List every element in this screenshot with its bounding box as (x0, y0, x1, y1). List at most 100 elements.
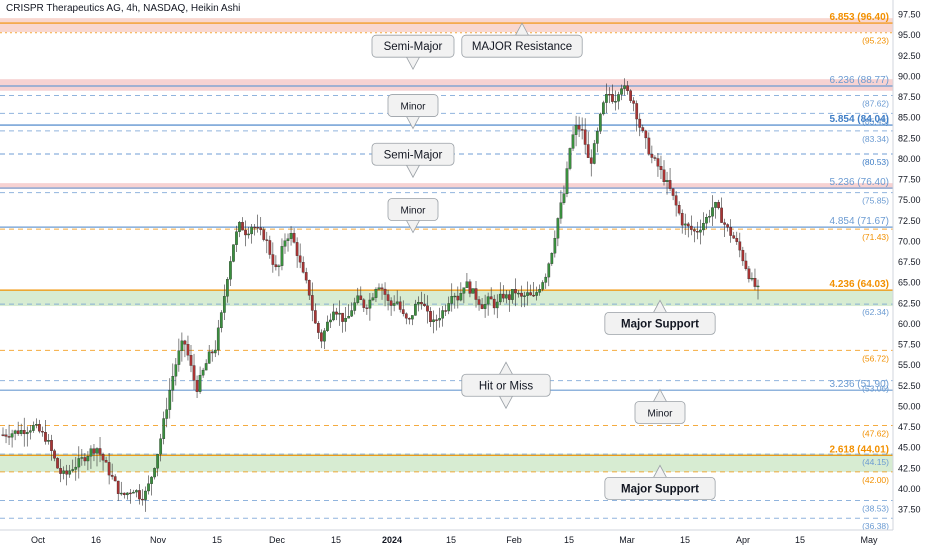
candle-body (247, 233, 250, 236)
annotation-callout[interactable]: MAJOR Resistance (461, 22, 583, 58)
candle-body (538, 289, 542, 293)
level-label: (36.38) (862, 521, 889, 531)
callout-pointer (498, 361, 514, 376)
level-label: 3.236 (51.90) (830, 379, 890, 390)
candle-body (423, 303, 426, 306)
candle-body (453, 295, 457, 298)
callout-pointer (405, 55, 421, 71)
candle-body (577, 125, 581, 130)
zone-band (0, 453, 893, 472)
zone-band (0, 183, 893, 189)
time-tick-label: 15 (680, 535, 690, 545)
candle-body (44, 432, 47, 442)
time-tick-label: Dec (269, 535, 286, 545)
level-label: 5.854 (84.04) (830, 114, 890, 125)
candle-body (162, 418, 166, 439)
annotation-callout[interactable]: Major Support (604, 464, 716, 500)
candle-body (623, 85, 626, 89)
price-tick-label: 47.50 (898, 422, 921, 432)
candle-body (711, 207, 714, 217)
candle-body (128, 492, 132, 495)
candle-body (417, 302, 420, 305)
level-label: (95.23) (862, 36, 889, 46)
annotation-callout[interactable]: Hit or Miss (461, 361, 551, 410)
candle-body (523, 295, 526, 297)
candle-body (750, 278, 754, 280)
candle-body (320, 332, 323, 342)
candle-body (323, 330, 326, 342)
callout-text: Major Support (621, 318, 699, 330)
candle-body (459, 293, 463, 301)
candle-body (286, 238, 290, 241)
callout-pointer (652, 388, 668, 403)
candle-body (265, 239, 269, 241)
candle-body (683, 223, 687, 226)
level-label: 6.236 (88.77) (830, 75, 890, 86)
candle-body (289, 232, 293, 239)
candle-body (714, 202, 717, 208)
candle-body (602, 102, 605, 115)
candle-body (138, 490, 141, 500)
candle-body (614, 101, 617, 103)
candle-body (244, 229, 247, 236)
annotation-callout[interactable]: Minor (387, 198, 439, 234)
candle-body (59, 468, 62, 474)
candle-body (517, 292, 520, 295)
level-label: (44.15) (862, 457, 889, 467)
callout-pointer (405, 163, 421, 179)
annotation-callout[interactable]: Semi-Major (371, 142, 455, 179)
level-label: (83.34) (862, 134, 889, 144)
time-tick-label: 15 (564, 535, 574, 545)
callout-text: Minor (400, 102, 426, 113)
candle-body (371, 297, 375, 301)
candle-body (83, 457, 87, 462)
price-tick-label: 60.00 (898, 319, 921, 329)
candle-body (547, 263, 551, 278)
candle-body (359, 295, 363, 300)
candle-body (404, 313, 408, 319)
candle-body (626, 85, 629, 91)
callout-box (634, 401, 686, 424)
candle-body (350, 310, 354, 317)
candle-body (574, 125, 578, 135)
price-tick-label: 42.50 (898, 463, 921, 473)
candle-body (156, 454, 159, 469)
candle-body (595, 131, 599, 144)
candle-body (468, 281, 472, 294)
candle-body (605, 93, 608, 103)
candle-body (668, 180, 672, 189)
callout-text: Hit or Miss (479, 380, 534, 392)
candle-body (250, 226, 253, 235)
level-label: (53.06) (862, 384, 889, 394)
candle-body (192, 365, 196, 381)
candle-body (101, 454, 105, 461)
candle-body (298, 255, 302, 263)
candle-body (435, 319, 438, 321)
callout-box (371, 142, 455, 166)
callout-pointer (405, 115, 421, 130)
candle-body (7, 436, 11, 438)
candle-body (10, 433, 14, 438)
annotation-callout[interactable]: Major Support (604, 299, 716, 335)
callout-box (387, 198, 439, 221)
candle-body (544, 276, 548, 283)
annotation-callout[interactable]: Minor (634, 388, 686, 424)
candle-body (35, 424, 38, 426)
candle-body (274, 264, 278, 268)
price-tick-label: 95.00 (898, 30, 921, 40)
candle-body (480, 304, 484, 309)
annotation-callout[interactable]: Minor (387, 94, 439, 130)
candle-body (347, 316, 351, 319)
price-tick-label: 97.50 (898, 10, 921, 20)
candle-body (471, 288, 475, 294)
price-tick-label: 67.50 (898, 257, 921, 267)
price-tick-label: 77.50 (898, 175, 921, 185)
candle-body (335, 311, 338, 315)
candle-body (456, 295, 460, 301)
level-label: (42.00) (862, 475, 889, 485)
annotation-callout[interactable]: Semi-Major (371, 34, 455, 71)
price-tick-label: 57.50 (898, 340, 921, 350)
candle-body (426, 305, 429, 312)
candle-body (705, 217, 708, 224)
